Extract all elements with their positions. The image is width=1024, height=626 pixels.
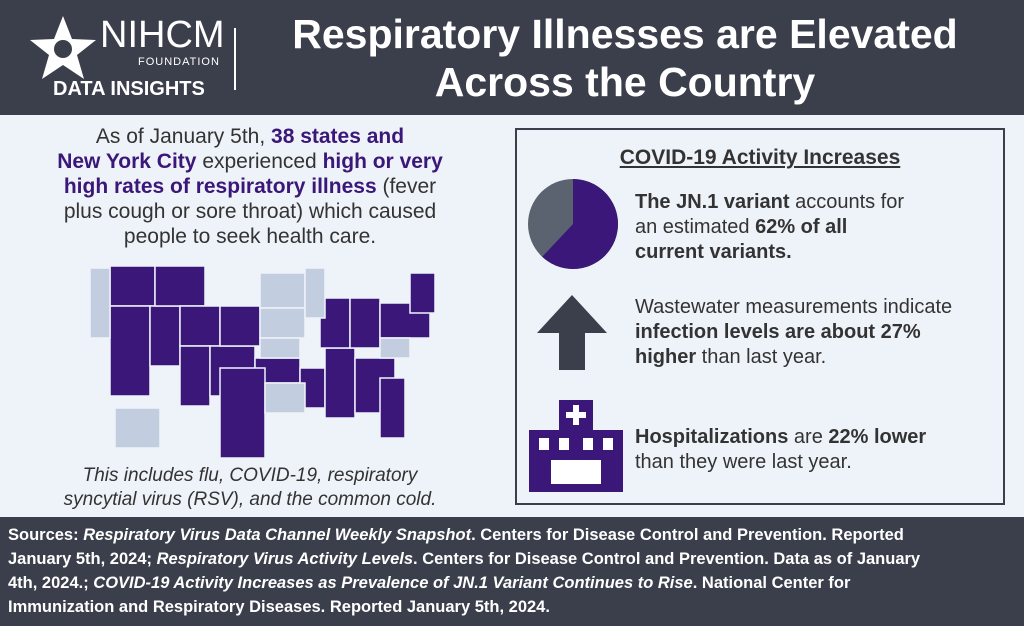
text-segment: 62% of all [755,216,848,238]
text-segment: Sources: [8,526,84,544]
text-segment: COVID-19 Activity Increases as Prevalenc… [93,574,693,592]
text-line: The JN.1 variant accounts for [635,190,904,215]
logo-sub: FOUNDATION [138,56,220,68]
arrow-icon [537,295,607,370]
text-line: infection levels are about 27% [635,320,952,345]
text-segment: Hospitalizations [635,426,789,448]
text-segment: Wastewater measurements indicate [635,296,953,318]
text-segment: accounts for [789,191,905,213]
text-segment: (fever [376,175,437,198]
text-segment: Respiratory Virus Activity Levels [156,550,414,568]
text-segment: The JN.1 variant [635,191,790,213]
text-segment: . Centers for Disease Control and Preven… [413,550,921,568]
text-segment: plus cough or sore throat) which caused [63,200,437,223]
text-segment: high or very [322,150,443,173]
panel-title: COVID-19 Activity Increases [619,146,901,169]
text-line: plus cough or sore throat) which caused [30,199,470,224]
text-line: higher than last year. [635,345,952,370]
text-line: Hospitalizations are 22% lower [635,425,926,450]
title: Respiratory Illnesses are Elevated Across… [240,10,1010,106]
text-line: As of January 5th, 38 states and [30,124,470,149]
logo-tag: DATA INSIGHTS [53,78,205,100]
text-line: Respiratory Illnesses are Elevated [292,11,958,57]
text-segment: . National Center for [692,574,851,592]
text-segment: an estimated [635,216,756,238]
logo-name: NIHCM [100,14,225,56]
text-segment: Respiratory Virus Data Channel Weekly Sn… [83,526,472,544]
text-segment: high rates of respiratory illness [63,175,377,198]
text-segment: infection levels are about 27% [635,321,921,343]
us-map [90,265,436,458]
sources: Sources: Respiratory Virus Data Channel … [8,523,920,619]
text-line: 4th, 2024.; COVID-19 Activity Increases … [8,571,920,595]
panel: COVID-19 Activity Increases The JN.1 var… [515,128,1005,505]
divider [234,28,236,90]
text-line: January 5th, 2024; Respiratory Virus Act… [8,547,920,571]
text-segment: are [788,426,829,448]
text-segment: 38 states and [271,125,405,148]
text-line: current variants. [635,240,904,265]
text-segment: New York City [57,150,197,173]
text-segment: experienced [196,150,323,173]
text-line: high rates of respiratory illness (fever [30,174,470,199]
footer: Sources: Respiratory Virus Data Channel … [0,517,1024,626]
text-segment: Immunization and Respiratory Diseases. R… [8,598,550,616]
text-segment: . Centers for Disease Control and Preven… [471,526,904,544]
text-segment: January 5th, 2024; [8,550,157,568]
text-segment: people to seek health care. [123,225,377,248]
text-segment: than last year. [696,346,827,368]
text-segment: 4th, 2024.; [8,574,94,592]
logo-star [30,16,96,79]
pie [528,179,618,269]
text-segment: higher [635,346,697,368]
text-segment: 22% lower [828,426,927,448]
text-line: Immunization and Respiratory Diseases. R… [8,595,920,619]
text-line: Wastewater measurements indicate [635,295,952,320]
panel-item: Hospitalizations are 22% lower than they … [635,425,926,475]
text-line: people to seek health care. [30,224,470,249]
hospital-icon [529,400,623,492]
panel-item: The JN.1 variant accounts for an estimate… [635,190,904,265]
pie-slice [542,179,618,269]
intro: As of January 5th, 38 states and New York… [30,124,470,249]
text-line: New York City experienced high or very [30,149,470,174]
text-line: This includes flu, COVID-19, respiratory [82,465,418,486]
text-segment: than they were last year. [635,451,852,473]
text-line: an estimated 62% of all [635,215,904,240]
text-line: Sources: Respiratory Virus Data Channel … [8,523,920,547]
text-segment: As of January 5th, [95,125,272,148]
text-line: Across the Country [434,59,816,105]
panel-item: Wastewater measurements indicate infectio… [635,295,952,370]
text-segment: current variants. [635,241,792,263]
header: NIHCM FOUNDATION DATA INSIGHTS Respirato… [0,0,1024,115]
caption: This includes flu, COVID-19, respiratory… [30,464,470,512]
text-line: syncytial virus (RSV), and the common co… [63,489,437,510]
text-line: than they were last year. [635,450,926,475]
